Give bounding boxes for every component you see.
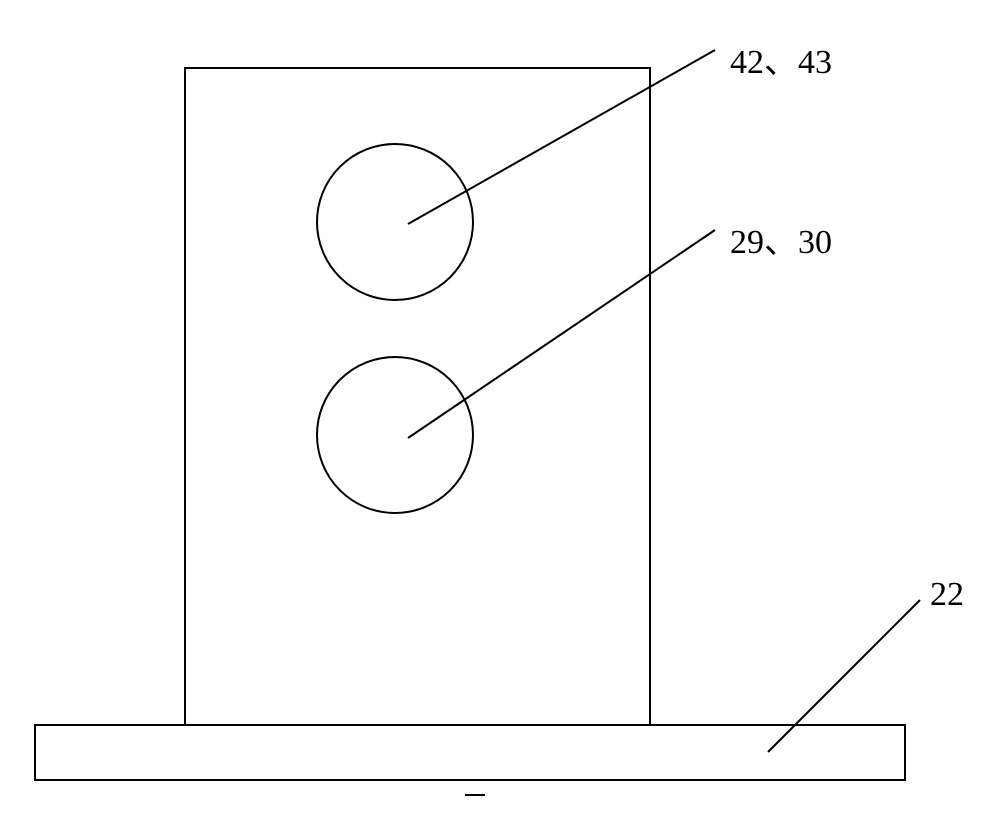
base-plate [35, 725, 905, 780]
callout-label-middle: 29、30 [730, 214, 832, 263]
column-body [185, 68, 650, 725]
leader-base [768, 600, 920, 752]
callout-label-top: 42、43 [730, 34, 832, 83]
hole-top [317, 144, 473, 300]
leader-top [408, 50, 715, 224]
callout-label-base: 22 [930, 576, 964, 614]
hole-bottom [317, 357, 473, 513]
leader-middle [408, 230, 715, 438]
